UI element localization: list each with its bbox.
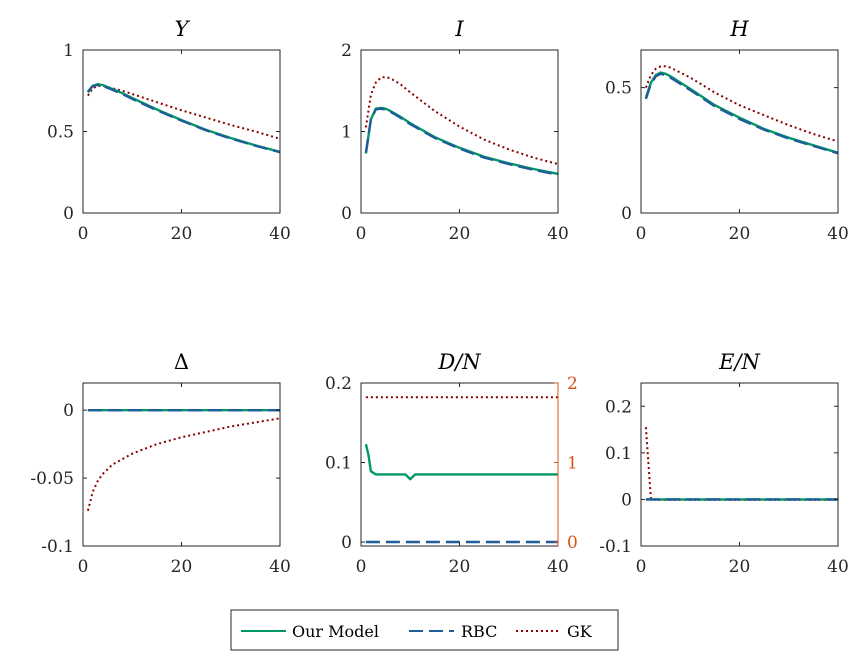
panel-h-ytick-label: 0.5	[605, 79, 632, 99]
panel-d-over-n-ytick-label: 0	[341, 533, 352, 553]
panel-y-series	[86, 82, 280, 154]
panel-delta-axes	[82, 382, 281, 547]
panel-e-over-n-xtick-label: 20	[729, 557, 751, 577]
panel-h-series	[644, 65, 838, 155]
panel-d-over-n-xtick-label: 20	[449, 557, 471, 577]
panel-delta: Δ 0 20 40 -0.1 -0.05 0	[30, 350, 290, 577]
panel-i-ytick-label: 1	[341, 123, 352, 143]
panel-i-xtick-label: 0	[356, 224, 367, 244]
panel-delta-line-gk	[86, 417, 280, 511]
panel-h-xtick-label: 40	[827, 224, 849, 244]
legend: Our Model RBC GK	[230, 609, 619, 651]
panel-h-ytick-label: 0	[621, 204, 632, 224]
panel-y-xtick-label: 40	[269, 224, 291, 244]
panel-h-xtick-label: 20	[729, 224, 751, 244]
panel-delta-xtick-label: 40	[269, 557, 291, 577]
panel-e-over-n-title: E/N	[718, 350, 760, 374]
legend-box	[230, 609, 619, 651]
panel-d-over-n-xtick-label: 0	[356, 557, 367, 577]
panel-delta-xtick-label: 20	[171, 557, 193, 577]
panel-i-series	[364, 75, 558, 176]
panel-i-xtick-label: 40	[547, 224, 569, 244]
panel-y-ytick-label: 0.5	[47, 123, 74, 143]
legend-label-rbc: RBC	[461, 622, 497, 641]
panel-y-xtick-label: 20	[171, 224, 193, 244]
panel-h-line-our-model	[644, 71, 838, 154]
panel-i-line-gk	[364, 75, 558, 166]
panel-y-line-our-model	[86, 82, 280, 154]
panel-delta-ytick-label: -0.05	[30, 469, 74, 489]
panel-delta-series	[86, 409, 280, 511]
panel-i-line-our-model	[364, 106, 558, 176]
panel-i: I 0 20 40 0 1 2	[341, 17, 569, 244]
panel-e-over-n-ytick-label: -0.1	[599, 537, 632, 557]
panel-d-over-n-y2tick-label: 1	[567, 454, 578, 474]
panel-d-over-n-series	[364, 396, 558, 544]
panel-i-ytick-label: 2	[341, 41, 352, 61]
panel-y-title: Y	[175, 17, 191, 41]
panel-d-over-n-ytick-label: 0.1	[325, 454, 352, 474]
panel-delta-ytick-label: -0.1	[41, 537, 74, 557]
panel-d-over-n-line-our-model	[364, 443, 558, 481]
panel-h-axes	[640, 49, 839, 214]
panel-e-over-n-axes	[640, 382, 839, 547]
panel-delta-xtick-label: 0	[78, 557, 89, 577]
panel-e-over-n-line-gk	[644, 427, 838, 501]
panel-h-line-rbc	[644, 72, 838, 155]
panel-d-over-n-xtick-label: 40	[547, 557, 569, 577]
panel-e-over-n-ytick-label: 0.2	[605, 397, 632, 417]
panel-d-over-n: D/N 0 20 40 0 0.1 0.2 0 1 2	[325, 350, 578, 577]
panel-e-over-n-xtick-label: 0	[636, 557, 647, 577]
panel-i-ytick-label: 0	[341, 204, 352, 224]
panel-e-over-n-series	[644, 427, 838, 501]
legend-label-our-model: Our Model	[292, 622, 379, 641]
panel-d-over-n-title: D/N	[437, 350, 481, 374]
panel-delta-title: Δ	[174, 350, 189, 374]
panel-y-ytick-label: 0	[63, 204, 74, 224]
panel-i-xtick-label: 20	[449, 224, 471, 244]
panel-d-over-n-y2tick-label: 2	[567, 374, 578, 394]
panel-d-over-n-axes	[360, 382, 559, 547]
panel-y-xtick-label: 0	[78, 224, 89, 244]
panel-i-axes	[360, 49, 559, 214]
panel-h-xtick-label: 0	[636, 224, 647, 244]
panel-e-over-n-ytick-label: 0.1	[605, 444, 632, 464]
panel-d-over-n-y2tick-label: 0	[567, 533, 578, 553]
panel-y-axes	[82, 49, 281, 214]
panel-y-line-rbc	[86, 83, 280, 154]
panel-e-over-n-ytick-label: 0	[621, 490, 632, 510]
panel-y-line-gk	[87, 84, 280, 140]
panel-d-over-n-ytick-label: 0.2	[325, 374, 352, 394]
panel-h: H 0 20 40 0 0.5	[605, 17, 849, 244]
panel-e-over-n-xtick-label: 40	[827, 557, 849, 577]
panel-i-line-rbc	[364, 107, 558, 176]
panel-e-over-n: E/N0 20 40-0.100.10.2	[599, 350, 849, 577]
panel-delta-ytick-label: 0	[63, 401, 74, 421]
panel-i-title: I	[454, 17, 464, 41]
panel-y-ytick-label: 1	[63, 41, 74, 61]
panel-h-title: H	[729, 17, 749, 41]
panel-y: Y 0 20 40 0 0.5 1	[47, 17, 291, 244]
legend-label-gk: GK	[567, 622, 593, 641]
